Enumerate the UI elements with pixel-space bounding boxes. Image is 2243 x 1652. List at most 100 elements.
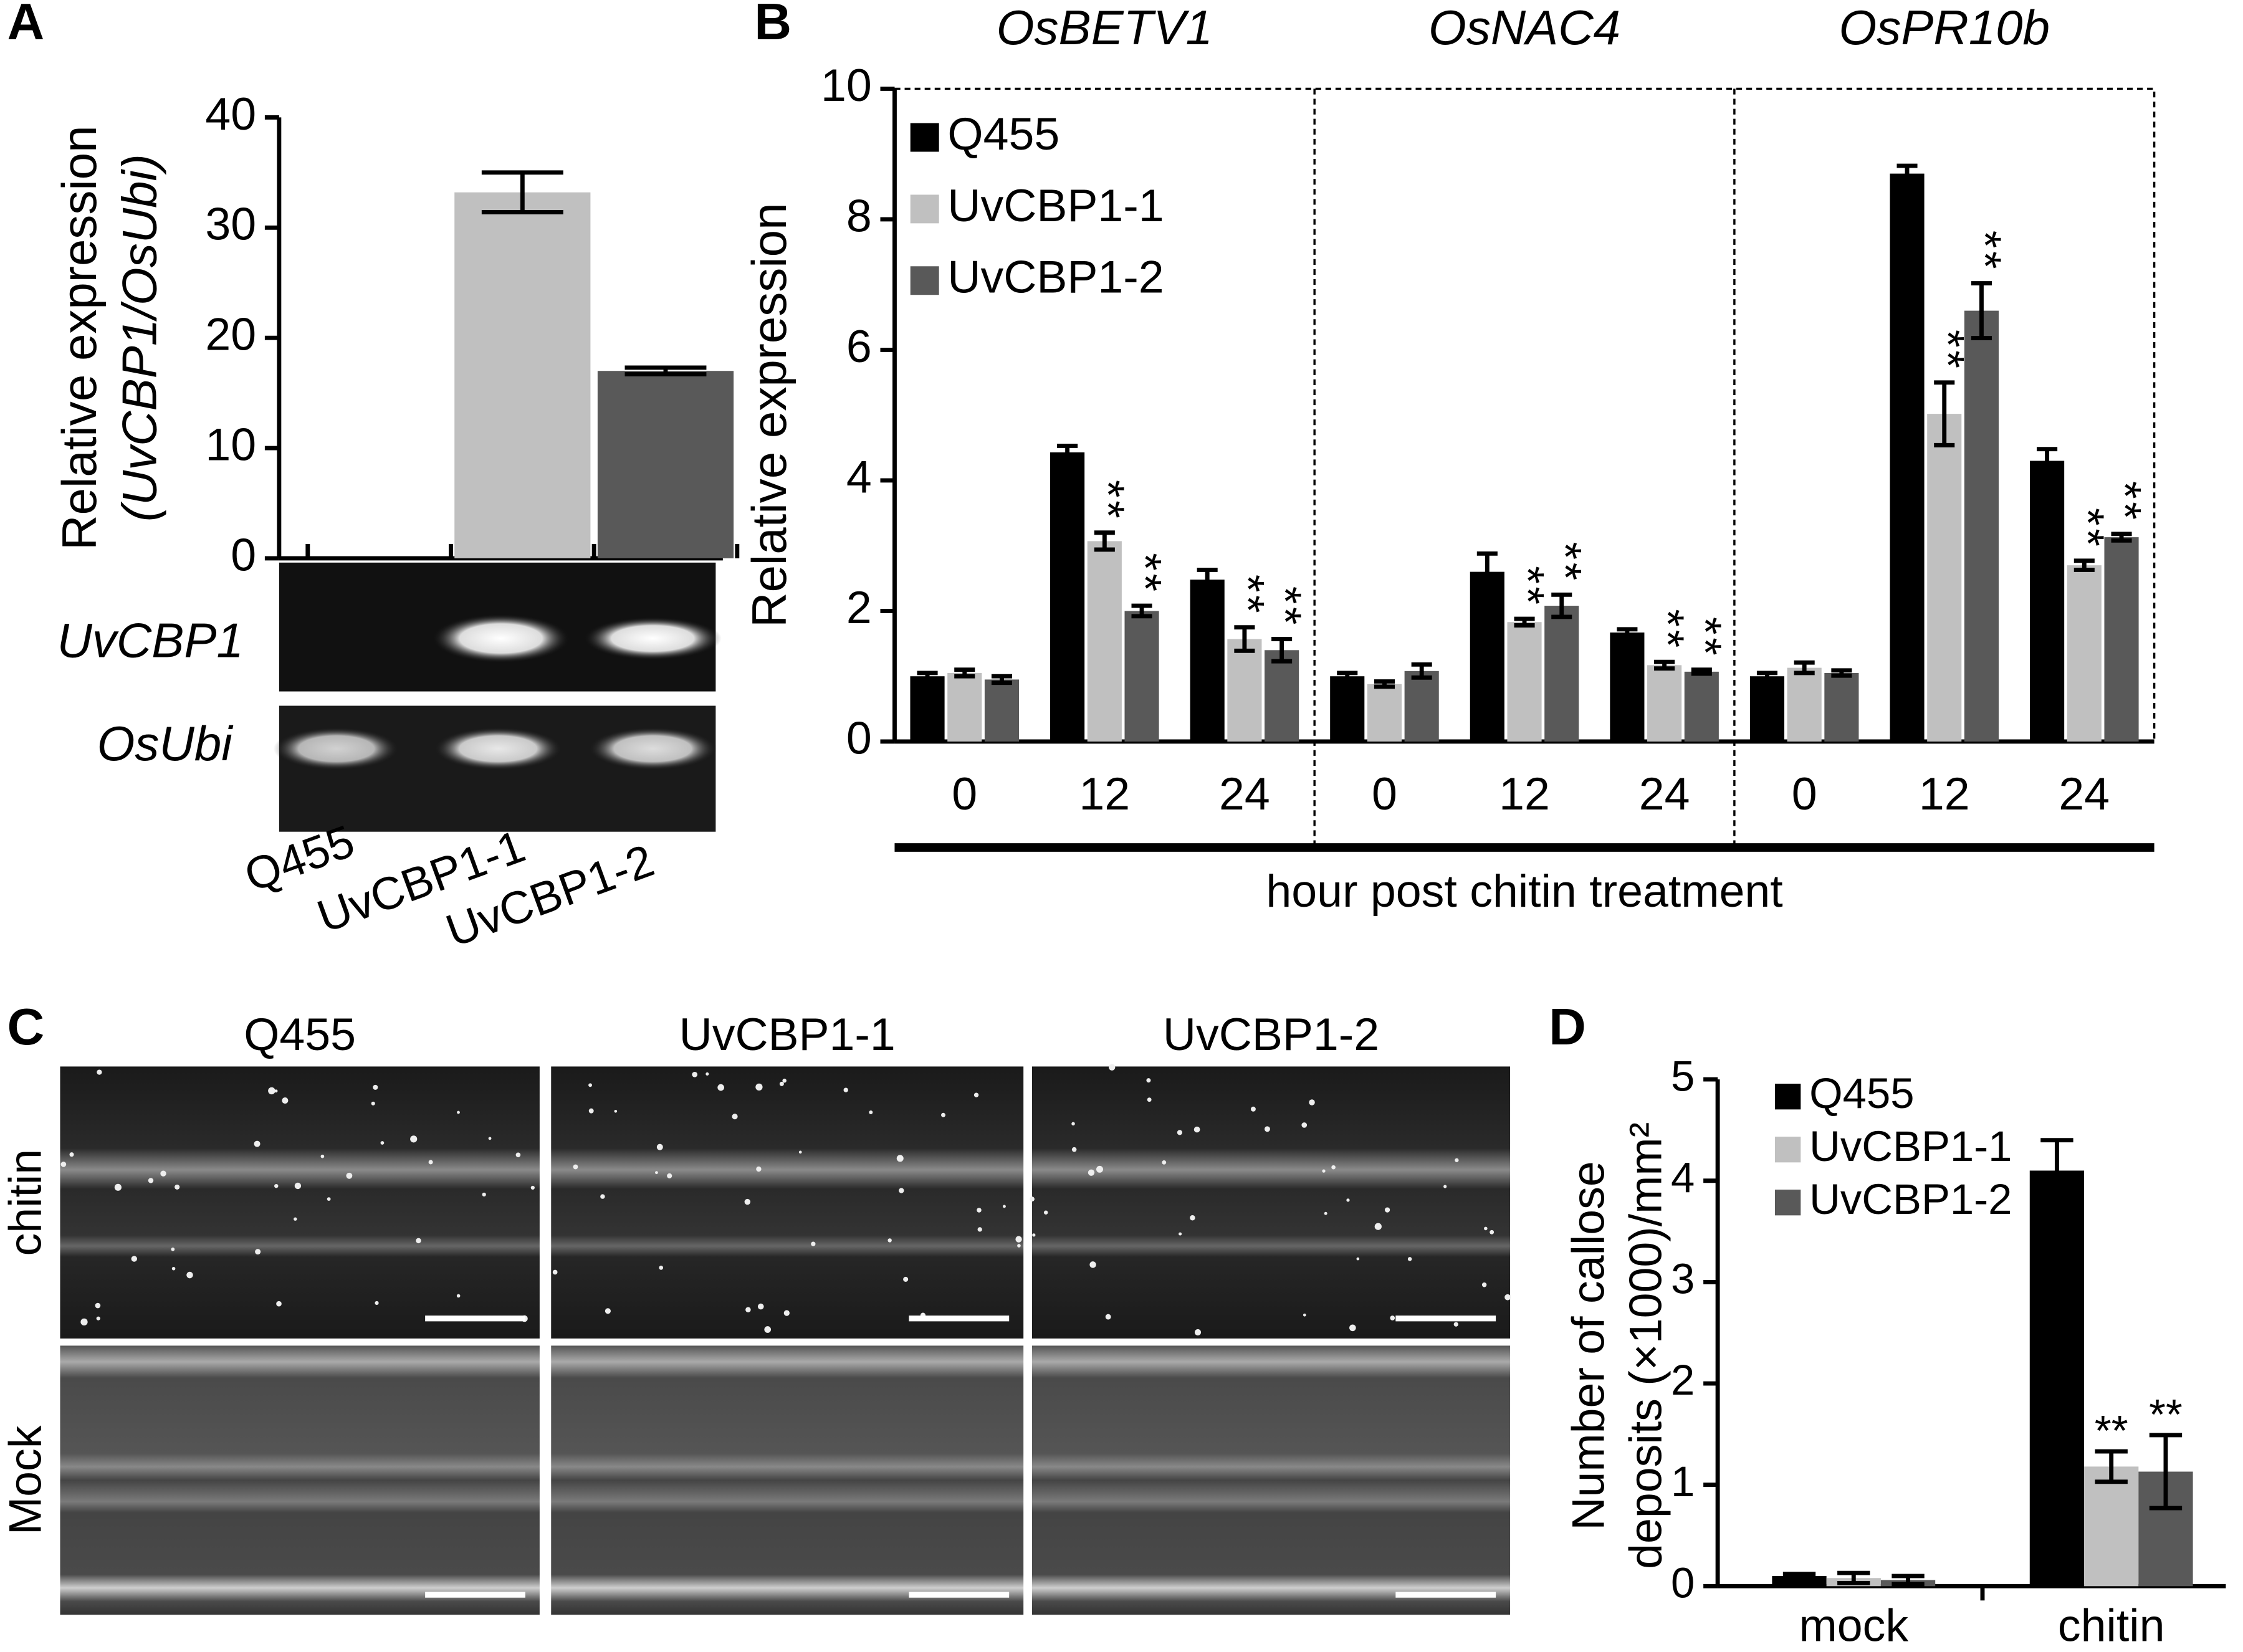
error-bar (1896, 163, 1918, 184)
x-tick-label: 0 (1372, 768, 1397, 819)
bar (1610, 633, 1645, 742)
deposit-dot (717, 1084, 724, 1091)
error-bar (624, 365, 707, 376)
bar (1927, 414, 1962, 742)
gel-band (588, 727, 717, 770)
bar (1890, 173, 1925, 742)
y-tick-label: 4 (846, 451, 872, 502)
bar (1824, 672, 1859, 742)
bar (454, 192, 591, 558)
column-label: Q455 (244, 1008, 356, 1060)
error-bar (1971, 281, 1992, 341)
deposit-dot (380, 1141, 385, 1145)
gel-band (273, 727, 399, 770)
panel-label: C (7, 998, 44, 1056)
significance: ** (1120, 553, 1172, 594)
deposit-dot (515, 1152, 521, 1158)
micrograph (551, 1345, 1024, 1615)
gel-band (432, 614, 570, 663)
error-bar (1514, 616, 1535, 628)
x-tick-label: 12 (1499, 768, 1550, 819)
deposit-dot (1250, 1106, 1256, 1112)
deposit-dot (1331, 1165, 1336, 1170)
significance: ** (1083, 480, 1134, 521)
micrograph (1031, 1345, 1511, 1615)
deposit-dot (1264, 1126, 1270, 1132)
deposit-dot (1043, 1210, 1048, 1215)
significance: ** (2100, 481, 2151, 522)
x-axis-label: hour post chitin treatment (1266, 865, 1782, 917)
error-bar (2037, 447, 2058, 475)
bar (1227, 639, 1262, 742)
y-tick-label: 30 (205, 198, 256, 250)
bar (1544, 606, 1579, 742)
significance: ** (1222, 575, 1274, 616)
deposit-dot (416, 1238, 421, 1244)
bar (2030, 461, 2065, 742)
deposit-dot (1071, 1122, 1075, 1126)
deposit-dot (1384, 1207, 1390, 1213)
significance: ** (1260, 586, 1311, 628)
deposit-dot (371, 1101, 375, 1105)
deposit-dot (1032, 1233, 1036, 1237)
error-bar (1794, 660, 1815, 676)
deposit-dot (1443, 1185, 1447, 1188)
x-tick-label: 12 (1919, 768, 1970, 819)
deposit-dot (428, 1160, 433, 1165)
deposit-dot (588, 1083, 593, 1087)
legend-label: Q455 (947, 108, 1059, 160)
deposit-dot (131, 1256, 137, 1262)
y-tick-label: 10 (205, 418, 256, 470)
error-bar (1057, 443, 1078, 461)
deposit-dot (60, 1162, 67, 1167)
deposit-dot (1324, 1211, 1327, 1215)
deposit-dot (756, 1166, 762, 1172)
bar (1124, 611, 1159, 742)
deposit-dot (1105, 1314, 1111, 1320)
deposit-dot (1162, 1160, 1167, 1165)
y-tick-label: 0 (231, 528, 256, 580)
gel-band (433, 727, 563, 770)
deposit-dot (80, 1318, 88, 1325)
significance: ** (1680, 617, 1731, 658)
deposit-dot (1374, 1223, 1382, 1230)
deposit-dot (1455, 1158, 1459, 1162)
deposit-dot (160, 1170, 166, 1177)
deposit-dot (1096, 1165, 1103, 1173)
deposit-dot (605, 1308, 611, 1314)
deposit-dot (1504, 1294, 1511, 1301)
deposit-dot (1003, 1205, 1006, 1208)
error-bar (1234, 625, 1255, 653)
y-tick-label: 8 (846, 189, 872, 241)
deposit-dot (268, 1087, 275, 1095)
y-tick-label: 4 (1671, 1153, 1695, 1201)
deposit-dot (1193, 1126, 1200, 1133)
deposit-dot (375, 1301, 379, 1306)
deposit-dot (1071, 1147, 1077, 1152)
deposit-dot (373, 1084, 378, 1090)
deposit-dot (294, 1217, 297, 1221)
deposit-dot (705, 1072, 709, 1076)
bar (2084, 1466, 2139, 1587)
deposit-dot (600, 1194, 605, 1199)
x-tick-label: 0 (952, 768, 977, 819)
deposit-dot (1453, 1322, 1458, 1327)
x-tick-label: 0 (1792, 768, 1817, 819)
x-tick-label: 24 (1219, 768, 1270, 819)
deposit-dot (1356, 1257, 1360, 1261)
bar (1749, 676, 1785, 742)
group-title: OsPR10b (1839, 0, 2050, 55)
deposit-dot (843, 1087, 848, 1092)
error-bar (481, 170, 563, 214)
error-bar (1271, 637, 1293, 664)
group-title: OsNAC4 (1428, 0, 1620, 55)
deposit-dot (552, 1269, 558, 1275)
deposit-dot (779, 1081, 784, 1086)
deposit-dot (811, 1241, 816, 1246)
y-axis-label: Number of callose (1562, 1161, 1614, 1530)
deposit-dot (745, 1307, 751, 1312)
error-bar (1197, 568, 1218, 592)
deposit-dot (656, 1144, 663, 1150)
